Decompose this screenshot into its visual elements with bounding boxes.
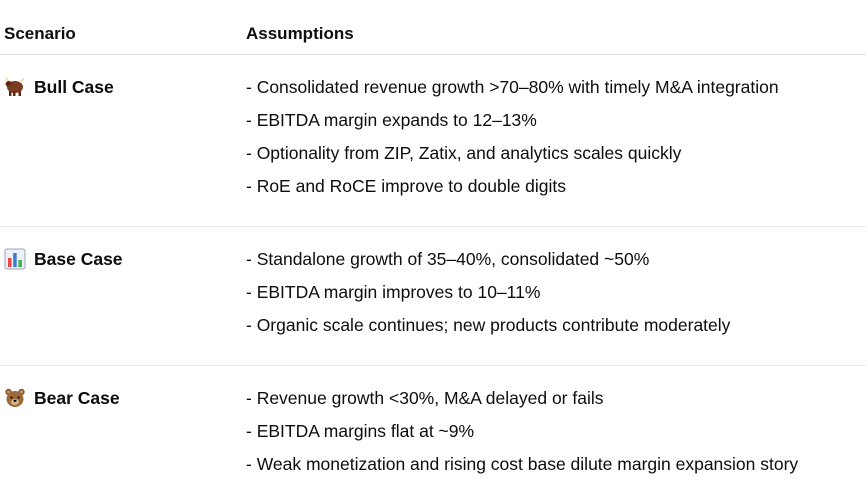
assumption-item: - Weak monetization and rising cost base… <box>246 453 865 486</box>
assumption-item: - Standalone growth of 35–40%, consolida… <box>246 248 865 281</box>
bear-icon <box>4 387 26 409</box>
assumption-item: - Optionality from ZIP, Zatix, and analy… <box>246 142 865 175</box>
scenario-cell: Base Case <box>0 227 246 366</box>
assumptions-cell: - Standalone growth of 35–40%, consolida… <box>246 227 866 366</box>
scenario-cell: Bear Case <box>0 366 246 492</box>
assumption-item: - EBITDA margins flat at ~9% <box>246 420 865 453</box>
assumption-item: - Consolidated revenue growth >70–80% wi… <box>246 76 865 109</box>
scenario-label: Base Case <box>34 249 123 270</box>
assumption-item: - Revenue growth <30%, M&A delayed or fa… <box>246 387 865 420</box>
assumption-item: - RoE and RoCE improve to double digits <box>246 175 865 208</box>
table-row-bear-case: Bear Case - Revenue growth <30%, M&A del… <box>0 366 866 492</box>
scenario-label: Bull Case <box>34 77 114 98</box>
bull-icon <box>4 76 26 98</box>
assumption-item: - Organic scale continues; new products … <box>246 314 865 347</box>
table-row-base-case: Base Case - Standalone growth of 35–40%,… <box>0 227 866 366</box>
table-header-row: Scenario Assumptions <box>0 0 866 55</box>
assumptions-cell: - Consolidated revenue growth >70–80% wi… <box>246 55 866 227</box>
assumptions-cell: - Revenue growth <30%, M&A delayed or fa… <box>246 366 866 492</box>
bar-chart-icon <box>4 248 26 270</box>
column-header-assumptions: Assumptions <box>246 0 866 55</box>
scenario-label: Bear Case <box>34 388 120 409</box>
assumption-item: - EBITDA margin expands to 12–13% <box>246 109 865 142</box>
column-header-scenario: Scenario <box>0 0 246 55</box>
scenario-cell: Bull Case <box>0 55 246 227</box>
table-row-bull-case: Bull Case - Consolidated revenue growth … <box>0 55 866 227</box>
assumption-item: - EBITDA margin improves to 10–11% <box>246 281 865 314</box>
